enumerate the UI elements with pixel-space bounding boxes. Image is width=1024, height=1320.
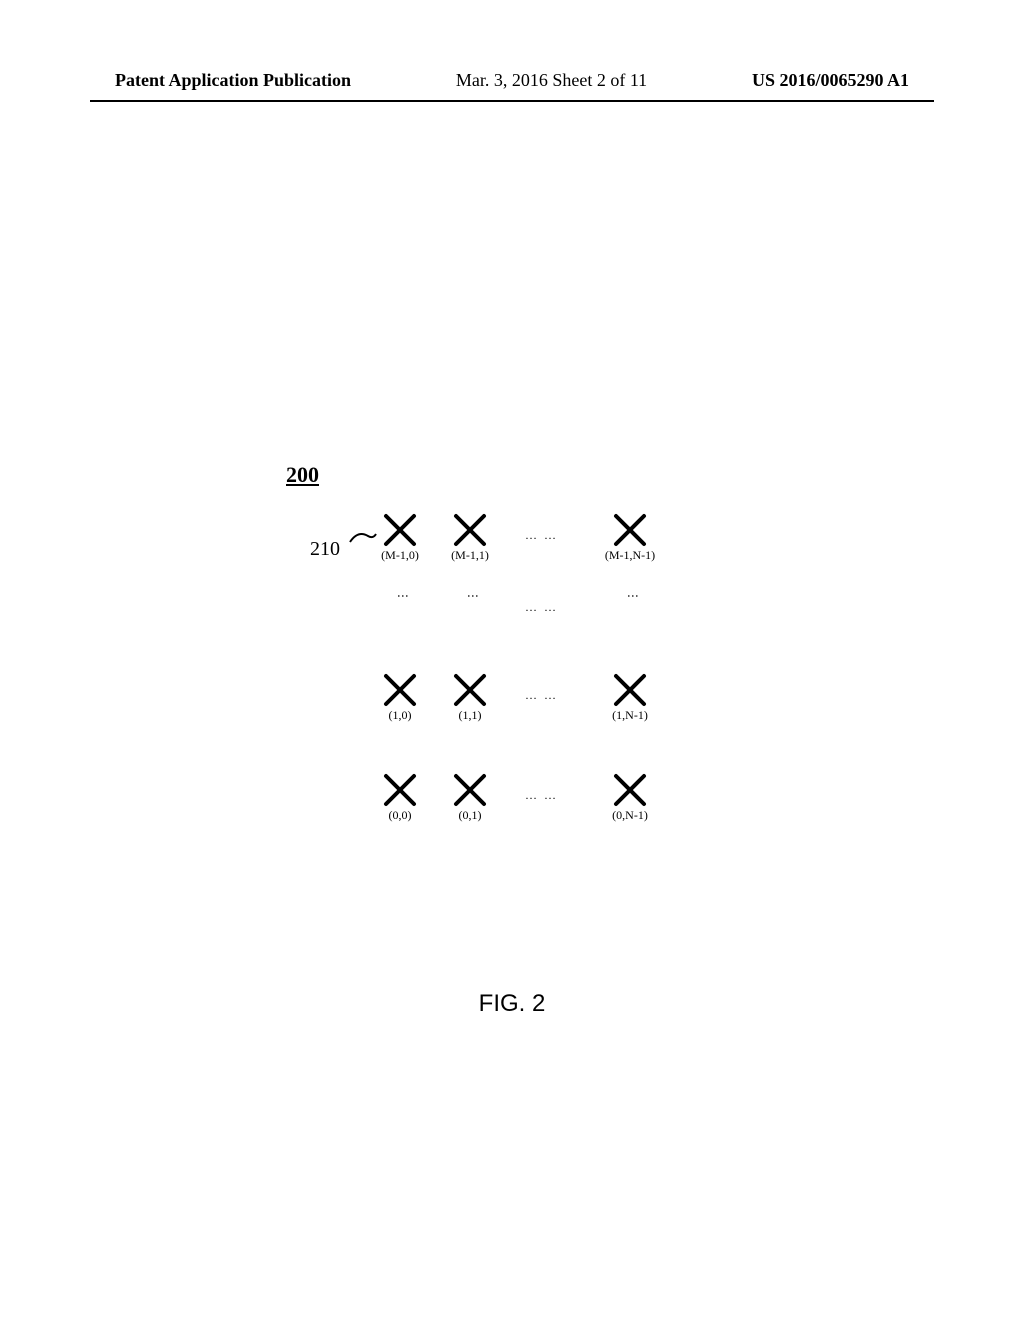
patent-page: Patent Application Publication Mar. 3, 2… — [0, 0, 1024, 1320]
antenna-x-icon — [450, 670, 490, 710]
coord-label: (0,0) — [365, 808, 435, 823]
coord-label: (1,0) — [365, 708, 435, 723]
antenna-x-icon — [450, 510, 490, 550]
header-rule — [90, 100, 934, 102]
coord-label: (0,N-1) — [595, 808, 665, 823]
antenna-x-icon — [450, 770, 490, 810]
antenna-x-icon — [610, 770, 650, 810]
antenna-x-icon — [610, 670, 650, 710]
header-center: Mar. 3, 2016 Sheet 2 of 11 — [456, 70, 647, 91]
antenna-x-icon — [380, 770, 420, 810]
header-left: Patent Application Publication — [115, 70, 351, 91]
coord-label: (1,1) — [435, 708, 505, 723]
figure-reference-number: 200 — [286, 462, 319, 488]
antenna-array-figure: (M-1,0) (M-1,1) … … (M-1,N-1) ⋮ ⋮ … … ⋮ … — [340, 510, 760, 890]
antenna-element: (0,1) — [435, 770, 505, 823]
horizontal-ellipsis: … … — [525, 600, 558, 615]
array-row-top: (M-1,0) (M-1,1) … … (M-1,N-1) — [340, 510, 760, 590]
array-row-1: (1,0) (1,1) … … (1,N-1) — [340, 670, 760, 750]
vertical-ellipsis: ⋮ — [465, 590, 480, 606]
coord-label: (M-1,0) — [365, 548, 435, 563]
vertical-ellipsis: ⋮ — [625, 590, 640, 606]
element-label-210: 210 — [310, 538, 340, 561]
coord-label: (M-1,1) — [435, 548, 505, 563]
coord-label: (0,1) — [435, 808, 505, 823]
coord-label: (M-1,N-1) — [595, 548, 665, 563]
antenna-element: (1,1) — [435, 670, 505, 723]
antenna-x-icon — [380, 670, 420, 710]
page-header: Patent Application Publication Mar. 3, 2… — [0, 70, 1024, 91]
horizontal-ellipsis: … … — [525, 528, 558, 543]
antenna-element: (M-1,N-1) — [595, 510, 665, 563]
coord-label: (1,N-1) — [595, 708, 665, 723]
horizontal-ellipsis: … … — [525, 788, 558, 803]
array-row-0: (0,0) (0,1) … … (0,N-1) — [340, 770, 760, 850]
vertical-ellipsis: ⋮ — [395, 590, 410, 606]
antenna-x-icon — [610, 510, 650, 550]
figure-caption: FIG. 2 — [0, 990, 1024, 1018]
antenna-element: (0,0) — [365, 770, 435, 823]
array-row-ellipsis: ⋮ ⋮ … … ⋮ — [340, 590, 760, 640]
antenna-element: (1,0) — [365, 670, 435, 723]
antenna-x-icon — [380, 510, 420, 550]
header-right: US 2016/0065290 A1 — [752, 70, 909, 91]
antenna-element: (M-1,1) — [435, 510, 505, 563]
horizontal-ellipsis: … … — [525, 688, 558, 703]
antenna-element: (1,N-1) — [595, 670, 665, 723]
antenna-element: (0,N-1) — [595, 770, 665, 823]
header-row: Patent Application Publication Mar. 3, 2… — [115, 70, 909, 91]
antenna-element: (M-1,0) — [365, 510, 435, 563]
